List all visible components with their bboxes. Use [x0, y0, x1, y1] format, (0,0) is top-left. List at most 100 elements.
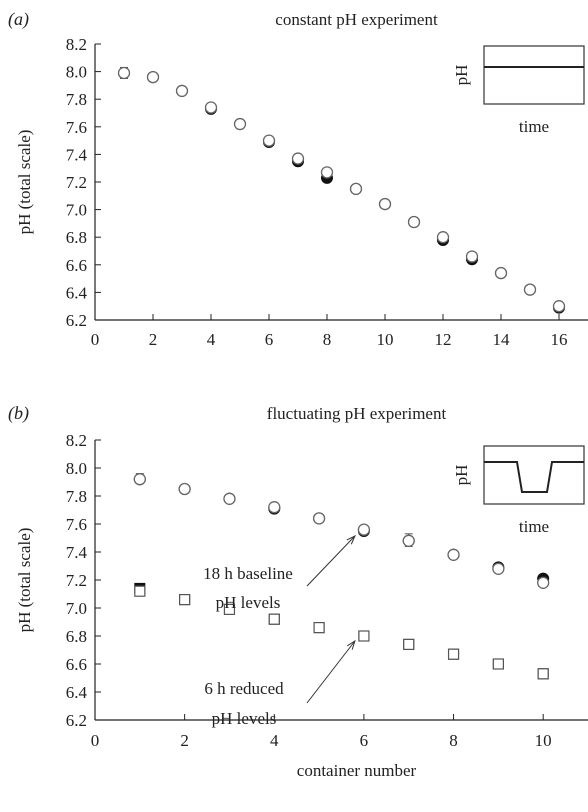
- data-point-series-2: [436, 231, 450, 244]
- chart-panel-a: (a) constant pH experiment 6.2 6.4 6.6 6.8 7.0…: [8, 9, 588, 349]
- data-point-series-2: [465, 250, 479, 263]
- x-tick-label: 10: [377, 330, 394, 349]
- data-point-series-2: [146, 70, 160, 84]
- x-tick-label: 2: [180, 731, 189, 750]
- data-point-series-2: [175, 84, 189, 98]
- data-point-series-4: [403, 638, 415, 651]
- y-tick-label: 7.2: [66, 571, 87, 590]
- y-tick-label: 7.8: [66, 90, 87, 109]
- y-axis-label: pH (total scale): [15, 130, 34, 235]
- x-tick-label: 6: [360, 731, 369, 750]
- data-point-series-2: [407, 215, 421, 229]
- inset-y-label: pH: [452, 65, 471, 86]
- y-tick-label: 7.8: [66, 487, 87, 506]
- x-tick-label: 2: [149, 330, 158, 349]
- data-point-series-2: [378, 197, 392, 211]
- data-point-series-4: [537, 668, 549, 680]
- annotation-line-2: pH levels: [212, 709, 277, 728]
- chart-title: constant pH experiment: [275, 10, 438, 29]
- y-tick-label: 8.2: [66, 431, 87, 450]
- data-point-series-2: [178, 482, 191, 496]
- data-point-series-2: [523, 283, 537, 296]
- data-point-series-4: [179, 593, 191, 606]
- x-tick-label: 4: [270, 731, 279, 750]
- annotation-arrow: [306, 640, 356, 704]
- y-tick-label: 8.0: [66, 459, 87, 478]
- y-tick-label: 7.4: [66, 145, 88, 164]
- data-point-series-2: [349, 182, 363, 196]
- data-point-series-4: [223, 603, 236, 616]
- x-tick-label: 16: [551, 330, 568, 349]
- x-tick-label: 14: [493, 330, 511, 349]
- inset-frame: [483, 45, 585, 105]
- chart-panel-b: (b) fluctuating pH experiment 6.2 6.4 6.6 6.8…: [8, 403, 588, 780]
- data-point-series-4: [268, 613, 280, 625]
- inset-schematic: pH time: [452, 45, 585, 136]
- data-point-series-2: [492, 562, 505, 575]
- y-tick-label: 6.2: [66, 711, 87, 730]
- data-point-series-2: [262, 134, 276, 147]
- annotation-arrow-head: [347, 639, 356, 650]
- data-point-series-4: [447, 648, 460, 660]
- data-point-series-2: [133, 473, 146, 486]
- inset-x-label: time: [519, 517, 549, 536]
- y-tick-label: 8.0: [66, 63, 87, 82]
- x-tick-label: 6: [265, 330, 274, 349]
- data-point-series-2: [537, 576, 550, 589]
- data-point-series-2: [233, 117, 247, 131]
- inset-trace: [484, 461, 584, 493]
- data-point-series-4: [358, 630, 370, 642]
- data-point-series-2: [268, 501, 281, 514]
- y-tick-label: 7.0: [66, 201, 87, 220]
- data-point-series-2: [291, 152, 305, 165]
- y-tick-label: 6.8: [66, 627, 87, 646]
- annotation-arrow-head: [346, 534, 356, 545]
- data-point-series-4: [134, 585, 146, 597]
- x-tick-label: 8: [449, 731, 458, 750]
- y-tick-label: 6.4: [66, 683, 88, 702]
- panel-label: (a): [8, 9, 29, 30]
- x-axis-label: container number: [297, 761, 417, 780]
- data-point-series-2: [320, 166, 334, 179]
- data-point-series-2: [312, 512, 326, 525]
- inset-x-label: time: [519, 117, 549, 136]
- data-point-series-2: [402, 534, 415, 547]
- x-tick-label: 10: [535, 731, 552, 750]
- y-tick-label: 6.8: [66, 228, 87, 247]
- annotation-line-1: 18 h baseline: [203, 564, 293, 583]
- y-tick-label: 6.2: [66, 311, 87, 330]
- data-point-series-2: [494, 266, 508, 280]
- x-tick-label: 0: [91, 330, 100, 349]
- data-point-series-2: [357, 523, 371, 536]
- x-tick-label: 8: [323, 330, 332, 349]
- data-point-series-2: [552, 300, 566, 313]
- x-tick-label: 12: [435, 330, 452, 349]
- annotation-line-2: pH levels: [216, 593, 281, 612]
- x-tick-label: 4: [207, 330, 216, 349]
- inset-frame: [483, 445, 585, 505]
- annotation-arrow: [306, 535, 356, 587]
- y-tick-label: 7.6: [66, 515, 87, 534]
- inset-schematic: pH time: [452, 445, 585, 536]
- y-tick-label: 6.6: [66, 655, 87, 674]
- y-tick-label: 6.4: [66, 283, 88, 302]
- chart-title: fluctuating pH experiment: [267, 404, 447, 423]
- data-point-series-4: [492, 658, 504, 670]
- data-point-series-2: [223, 492, 236, 505]
- data-point-series-2: [204, 101, 218, 114]
- y-tick-label: 7.6: [66, 118, 87, 137]
- y-tick-label: 7.0: [66, 599, 87, 618]
- data-point-series-4: [313, 621, 325, 634]
- y-tick-label: 6.6: [66, 256, 87, 275]
- data-point-series-2: [447, 548, 460, 561]
- y-tick-label: 7.4: [66, 543, 88, 562]
- annotation: 6 h reduced pH levels: [204, 639, 356, 728]
- y-axis-label: pH (total scale): [15, 528, 34, 633]
- y-tick-label: 7.2: [66, 173, 87, 192]
- panel-label: (b): [8, 403, 29, 424]
- data-point-series-2: [117, 66, 131, 80]
- y-tick-label: 8.2: [66, 35, 87, 54]
- inset-y-label: pH: [452, 465, 471, 486]
- annotation-line-1: 6 h reduced: [204, 679, 284, 698]
